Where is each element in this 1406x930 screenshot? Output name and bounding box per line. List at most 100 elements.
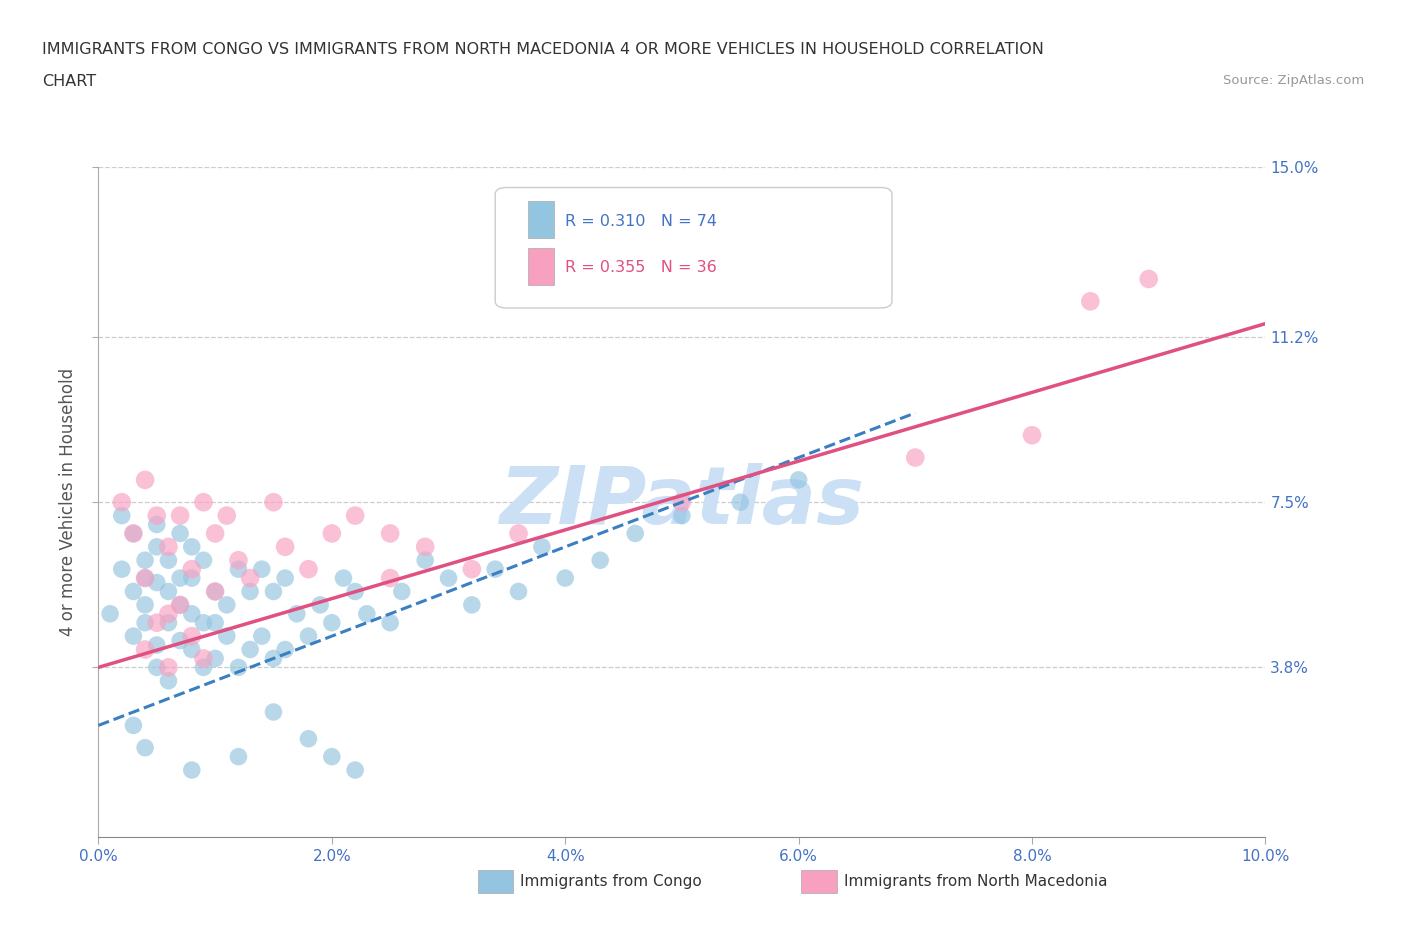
Point <box>344 584 367 599</box>
Point <box>180 763 202 777</box>
Text: CHART: CHART <box>42 74 96 89</box>
Point <box>134 642 156 657</box>
Point <box>204 526 226 541</box>
Point <box>228 562 250 577</box>
Point <box>378 526 402 541</box>
Point <box>309 597 332 612</box>
Point <box>122 629 145 644</box>
Point <box>169 597 191 612</box>
Text: Immigrants from North Macedonia: Immigrants from North Macedonia <box>844 874 1107 889</box>
Point <box>239 584 262 599</box>
Point <box>169 526 191 541</box>
Point <box>193 660 215 675</box>
Point <box>297 629 319 644</box>
Point <box>111 508 134 523</box>
Point <box>169 633 191 648</box>
Point <box>111 495 134 510</box>
Point <box>321 616 343 631</box>
Point <box>193 616 215 631</box>
Point <box>239 642 262 657</box>
Point <box>134 597 156 612</box>
Point <box>146 616 169 631</box>
Bar <box>527 247 554 285</box>
Point <box>134 740 156 755</box>
Point <box>554 571 576 586</box>
Point <box>157 660 180 675</box>
Point <box>180 571 202 586</box>
Point <box>274 539 297 554</box>
Point <box>204 584 226 599</box>
Point <box>146 660 169 675</box>
Point <box>134 616 156 631</box>
FancyBboxPatch shape <box>495 188 891 308</box>
Point <box>274 642 297 657</box>
Point <box>728 495 751 510</box>
Text: Source: ZipAtlas.com: Source: ZipAtlas.com <box>1223 74 1364 87</box>
Point <box>157 552 180 567</box>
Point <box>239 571 262 586</box>
Point <box>904 450 927 465</box>
Point <box>134 472 156 487</box>
Point <box>180 539 202 554</box>
Point <box>193 651 215 666</box>
Point <box>250 562 273 577</box>
Point <box>285 606 308 621</box>
Point <box>122 718 145 733</box>
Point <box>671 508 693 523</box>
Point <box>1137 272 1160 286</box>
Text: R = 0.310   N = 74: R = 0.310 N = 74 <box>565 214 717 230</box>
Point <box>413 539 436 554</box>
Point <box>297 562 319 577</box>
Point <box>356 606 378 621</box>
Point <box>193 552 215 567</box>
Point <box>169 597 191 612</box>
Point <box>1021 428 1043 443</box>
Point <box>111 562 134 577</box>
Point <box>180 629 202 644</box>
Point <box>228 552 250 567</box>
Point <box>180 606 202 621</box>
Point <box>134 571 156 586</box>
Point <box>146 508 169 523</box>
Point <box>321 750 343 764</box>
Y-axis label: 4 or more Vehicles in Household: 4 or more Vehicles in Household <box>59 368 77 636</box>
Point <box>122 526 145 541</box>
Point <box>508 584 530 599</box>
Point <box>461 562 484 577</box>
Point <box>378 571 402 586</box>
Point <box>321 526 343 541</box>
Point <box>378 616 402 631</box>
Point <box>204 616 226 631</box>
Point <box>332 571 354 586</box>
Point <box>204 651 226 666</box>
Point <box>180 642 202 657</box>
Point <box>228 750 250 764</box>
Point <box>1080 294 1102 309</box>
Point <box>508 526 530 541</box>
Point <box>146 539 169 554</box>
Point <box>344 763 367 777</box>
Point <box>250 629 273 644</box>
Point <box>215 629 238 644</box>
Point <box>157 606 180 621</box>
Point <box>274 571 297 586</box>
Point <box>215 597 238 612</box>
Point <box>530 539 553 554</box>
Point <box>134 552 156 567</box>
Point <box>437 571 460 586</box>
Point <box>180 562 202 577</box>
Point <box>228 660 250 675</box>
Text: ZIPatlas: ZIPatlas <box>499 463 865 541</box>
Point <box>391 584 413 599</box>
Point <box>262 495 284 510</box>
Point <box>134 571 156 586</box>
Point <box>193 495 215 510</box>
Bar <box>527 201 554 238</box>
Point <box>157 584 180 599</box>
Point <box>262 705 284 720</box>
Point <box>262 584 284 599</box>
Point <box>215 508 238 523</box>
Point <box>122 584 145 599</box>
Point <box>589 552 612 567</box>
Point <box>671 495 693 510</box>
